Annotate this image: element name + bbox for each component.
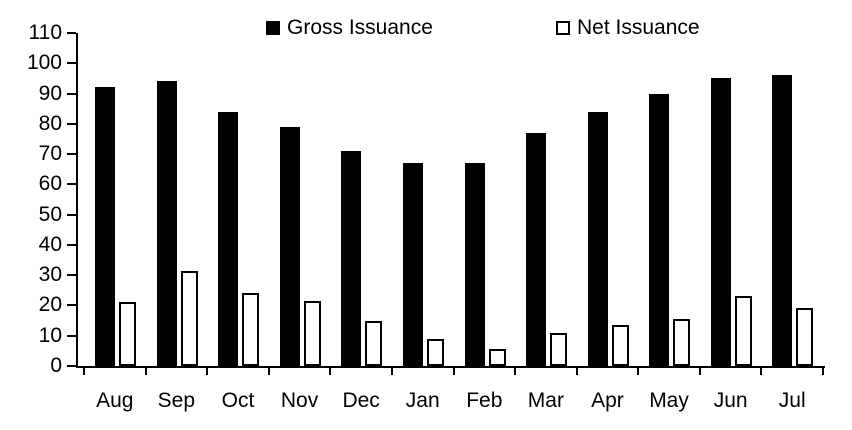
- bar-gross-jul: [772, 75, 792, 366]
- x-tick-label-jan: Jan: [405, 389, 440, 412]
- x-tick-label-may: May: [649, 389, 689, 412]
- x-tick-label-aug: Aug: [96, 389, 134, 412]
- x-axis-tick-8: [575, 368, 578, 375]
- x-axis-tick-4: [329, 368, 332, 375]
- y-axis-tick-50: [67, 213, 76, 216]
- bar-gross-jun: [711, 78, 731, 366]
- y-axis-tick-0: [67, 365, 76, 367]
- y-tick-label-60: 60: [38, 172, 62, 196]
- bar-net-nov: [304, 301, 321, 366]
- y-tick-label-90: 90: [38, 81, 62, 105]
- y-axis-tick-100: [67, 62, 76, 65]
- y-tick-label-10: 10: [38, 323, 62, 347]
- x-tick-label-nov: Nov: [280, 389, 319, 412]
- x-axis-tick-10: [698, 368, 701, 375]
- y-axis-tick-110: [67, 32, 76, 34]
- bar-gross-mar: [526, 133, 546, 366]
- gross-issuance-swatch-icon: [266, 21, 280, 35]
- y-axis-tick-40: [67, 243, 76, 246]
- x-axis-tick-6: [452, 368, 455, 375]
- x-axis-tick-5: [390, 368, 393, 375]
- x-axis-tick-1: [144, 368, 147, 375]
- bar-gross-jan: [403, 163, 423, 366]
- bar-net-mar: [550, 333, 567, 366]
- bar-gross-oct: [218, 112, 238, 366]
- bar-net-apr: [612, 325, 629, 366]
- x-tick-label-jul: Jul: [778, 389, 806, 412]
- x-tick-label-feb: Feb: [466, 389, 503, 412]
- legend-net-issuance-label: Net Issuance: [577, 16, 700, 39]
- bar-gross-feb: [465, 163, 485, 366]
- y-tick-label-70: 70: [38, 142, 62, 166]
- y-tick-label-50: 50: [38, 202, 62, 226]
- x-axis-tick-3: [267, 368, 270, 375]
- y-axis-tick-20: [67, 304, 76, 307]
- bar-gross-may: [649, 94, 669, 366]
- bar-net-aug: [119, 302, 136, 366]
- legend-item-gross-issuance: Gross Issuance: [266, 16, 433, 40]
- bar-gross-aug: [95, 87, 115, 366]
- x-tick-label-apr: Apr: [591, 389, 624, 412]
- y-axis-tick-70: [67, 153, 76, 156]
- bar-net-dec: [365, 321, 382, 366]
- x-axis-tick-7: [514, 368, 517, 375]
- bar-gross-nov: [280, 127, 300, 366]
- y-axis-tick-80: [67, 122, 76, 125]
- bar-gross-dec: [341, 151, 361, 366]
- x-tick-label-jun: Jun: [713, 389, 748, 412]
- net-issuance-swatch-icon: [556, 21, 570, 35]
- bar-net-sep: [181, 271, 198, 366]
- y-tick-label-100: 100: [26, 51, 62, 75]
- x-axis-tick-11: [760, 368, 763, 375]
- x-axis-tick-0: [83, 368, 85, 375]
- bar-gross-sep: [157, 81, 177, 366]
- y-tick-label-80: 80: [38, 111, 62, 135]
- y-axis-tick-60: [67, 183, 76, 186]
- y-axis-tick-10: [67, 334, 76, 337]
- y-axis-tick-90: [67, 92, 76, 95]
- legend-item-net-issuance: Net Issuance: [556, 16, 700, 40]
- x-axis-line: [76, 366, 825, 368]
- x-tick-label-sep: Sep: [157, 389, 196, 412]
- bar-net-jul: [796, 308, 813, 366]
- legend-gross-issuance-label: Gross Issuance: [287, 16, 433, 39]
- y-tick-label-30: 30: [38, 263, 62, 287]
- y-axis-tick-30: [67, 274, 76, 277]
- y-tick-label-110: 110: [28, 21, 62, 44]
- x-tick-label-mar: Mar: [527, 389, 564, 412]
- x-axis-tick-2: [206, 368, 209, 375]
- x-axis-tick-9: [637, 368, 640, 375]
- x-axis-tick-12: [822, 368, 824, 375]
- y-tick-label-0: 0: [50, 354, 62, 377]
- x-tick-label-oct: Oct: [221, 389, 255, 412]
- bar-gross-apr: [588, 112, 608, 366]
- bar-net-feb: [489, 349, 506, 366]
- y-tick-label-20: 20: [38, 293, 62, 317]
- bar-net-oct: [242, 293, 259, 366]
- y-axis-line: [76, 33, 78, 368]
- bar-net-may: [673, 319, 690, 366]
- y-tick-label-40: 40: [38, 232, 62, 256]
- x-tick-label-dec: Dec: [342, 389, 380, 412]
- bar-net-jan: [427, 339, 444, 366]
- bar-net-jun: [735, 296, 752, 366]
